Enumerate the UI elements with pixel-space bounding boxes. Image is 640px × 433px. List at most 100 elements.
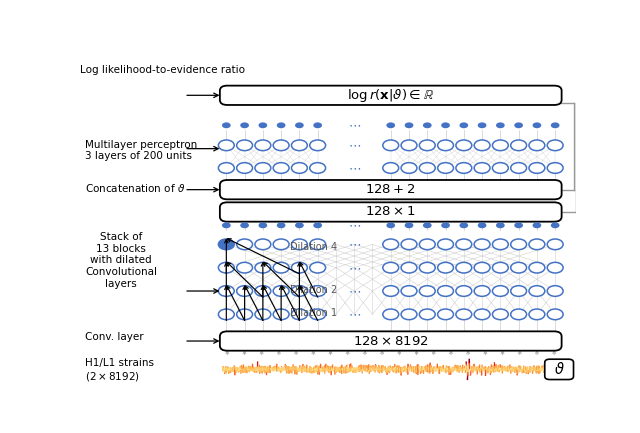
Circle shape (310, 286, 326, 296)
Circle shape (387, 123, 395, 128)
Circle shape (255, 163, 271, 173)
Text: Dilation 1: Dilation 1 (291, 308, 337, 318)
Text: H1/L1 strains
$(2 \times 8192)$: H1/L1 strains $(2 \times 8192)$ (85, 358, 154, 383)
Text: $\cdots$: $\cdots$ (348, 284, 361, 297)
Circle shape (419, 262, 435, 273)
Circle shape (419, 286, 435, 296)
FancyBboxPatch shape (545, 359, 573, 380)
Circle shape (529, 286, 545, 296)
Circle shape (438, 163, 454, 173)
Text: $\log r(\mathbf{x}|\vartheta) \in \mathbb{R}$: $\log r(\mathbf{x}|\vartheta) \in \mathb… (347, 87, 435, 104)
Circle shape (438, 309, 454, 320)
Circle shape (492, 140, 508, 151)
Circle shape (291, 163, 307, 173)
Text: Stack of
13 blocks
with dilated
Convolutional
layers: Stack of 13 blocks with dilated Convolut… (85, 232, 157, 288)
Circle shape (551, 123, 559, 128)
Circle shape (438, 140, 454, 151)
Circle shape (276, 123, 285, 128)
Text: Log likelihood-to-evidence ratio: Log likelihood-to-evidence ratio (80, 65, 245, 75)
Circle shape (404, 123, 413, 128)
Circle shape (460, 123, 468, 128)
Circle shape (291, 239, 307, 250)
Circle shape (547, 140, 563, 151)
Circle shape (383, 286, 399, 296)
Circle shape (240, 223, 249, 228)
Circle shape (547, 163, 563, 173)
Circle shape (492, 262, 508, 273)
Circle shape (255, 262, 271, 273)
Text: Conv. layer: Conv. layer (85, 332, 143, 342)
Circle shape (532, 223, 541, 228)
Circle shape (237, 140, 253, 151)
Circle shape (423, 123, 431, 128)
Circle shape (310, 262, 326, 273)
Circle shape (551, 223, 559, 228)
Circle shape (218, 163, 234, 173)
Circle shape (456, 163, 472, 173)
Circle shape (419, 140, 435, 151)
Circle shape (222, 123, 230, 128)
Circle shape (259, 123, 268, 128)
Circle shape (474, 140, 490, 151)
Circle shape (255, 309, 271, 320)
Circle shape (273, 286, 289, 296)
Circle shape (547, 309, 563, 320)
Circle shape (240, 123, 249, 128)
Circle shape (511, 262, 527, 273)
Circle shape (456, 309, 472, 320)
Circle shape (401, 262, 417, 273)
Text: $128 \times 8192$: $128 \times 8192$ (353, 335, 429, 348)
Circle shape (511, 286, 527, 296)
Circle shape (474, 239, 490, 250)
Circle shape (477, 223, 486, 228)
Circle shape (492, 286, 508, 296)
Circle shape (441, 123, 450, 128)
FancyBboxPatch shape (220, 331, 562, 351)
Circle shape (423, 223, 431, 228)
Circle shape (438, 286, 454, 296)
Circle shape (474, 309, 490, 320)
Circle shape (383, 239, 399, 250)
Circle shape (474, 286, 490, 296)
Circle shape (401, 163, 417, 173)
Circle shape (460, 223, 468, 228)
Circle shape (401, 140, 417, 151)
FancyBboxPatch shape (220, 202, 562, 222)
Circle shape (477, 123, 486, 128)
Circle shape (310, 239, 326, 250)
Circle shape (222, 223, 230, 228)
Circle shape (419, 309, 435, 320)
Circle shape (314, 123, 322, 128)
Circle shape (295, 123, 304, 128)
Circle shape (237, 309, 253, 320)
Circle shape (515, 123, 523, 128)
Text: $\cdots$: $\cdots$ (348, 261, 361, 274)
Circle shape (218, 140, 234, 151)
Circle shape (511, 309, 527, 320)
Circle shape (401, 239, 417, 250)
Text: $\vartheta$: $\vartheta$ (554, 362, 564, 378)
Circle shape (441, 223, 450, 228)
Circle shape (237, 163, 253, 173)
Circle shape (438, 239, 454, 250)
Circle shape (492, 239, 508, 250)
Circle shape (511, 239, 527, 250)
FancyBboxPatch shape (220, 180, 562, 199)
Circle shape (276, 223, 285, 228)
Circle shape (218, 309, 234, 320)
Circle shape (291, 309, 307, 320)
Text: $\cdots$: $\cdots$ (348, 119, 361, 132)
Text: $\cdots$: $\cdots$ (348, 238, 361, 251)
Circle shape (383, 309, 399, 320)
Circle shape (496, 223, 505, 228)
Circle shape (474, 262, 490, 273)
Circle shape (237, 262, 253, 273)
Circle shape (255, 140, 271, 151)
Circle shape (218, 239, 234, 250)
Circle shape (529, 262, 545, 273)
Circle shape (310, 163, 326, 173)
Circle shape (273, 262, 289, 273)
Circle shape (401, 286, 417, 296)
Text: $\cdots$: $\cdots$ (348, 308, 361, 321)
Circle shape (310, 309, 326, 320)
